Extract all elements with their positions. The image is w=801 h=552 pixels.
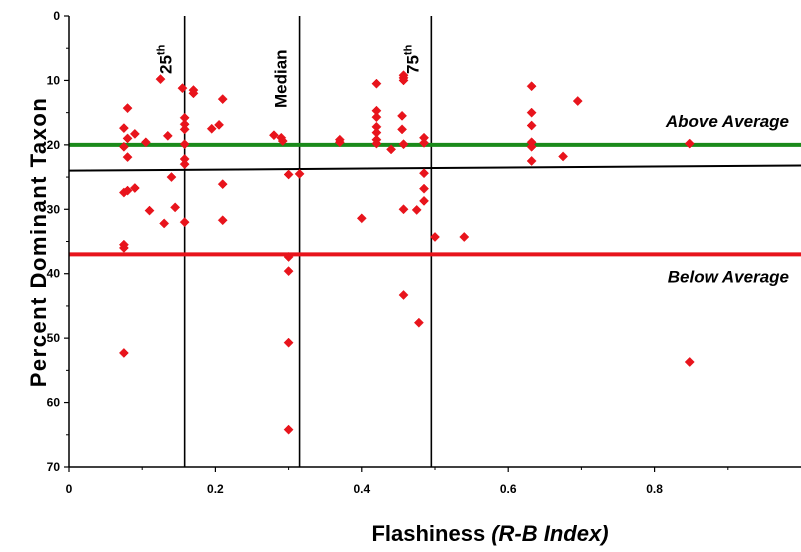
percentile-label-text: Median <box>272 49 291 108</box>
data-point <box>177 83 188 94</box>
data-point <box>140 137 151 148</box>
data-point <box>526 141 537 152</box>
data-point <box>684 138 695 149</box>
data-point <box>430 232 440 242</box>
data-point <box>398 139 409 150</box>
data-point <box>277 136 288 146</box>
data-point <box>122 152 133 163</box>
x-axis-title-italic: (R-B Index) <box>491 521 608 546</box>
data-point <box>217 179 228 190</box>
below-average-label: Below Average <box>668 267 789 286</box>
y-tick-label: 60 <box>47 396 61 410</box>
data-point <box>206 123 217 134</box>
data-point <box>526 120 537 131</box>
data-point <box>334 137 345 148</box>
y-tick-label: 10 <box>47 73 61 87</box>
data-point <box>122 103 133 114</box>
data-point <box>419 183 429 194</box>
data-point <box>179 217 190 228</box>
data-point <box>179 159 190 170</box>
data-point <box>419 168 429 179</box>
data-point <box>398 72 409 83</box>
percentile-label-text: 25 <box>157 55 176 74</box>
data-point <box>217 215 228 226</box>
data-points-layer <box>118 70 695 435</box>
data-point <box>283 424 294 435</box>
data-point <box>122 133 133 144</box>
data-point <box>162 130 173 141</box>
data-point <box>179 139 190 150</box>
data-point <box>398 204 409 215</box>
trend-line <box>68 164 801 172</box>
data-point <box>217 94 228 105</box>
data-point <box>269 130 279 141</box>
x-tick-label: 0.2 <box>207 482 224 496</box>
above-average-label: Above Average <box>665 112 789 131</box>
data-point <box>356 213 367 224</box>
data-point <box>371 112 382 123</box>
x-axis-title: Flashiness (R-B Index) <box>371 521 608 546</box>
data-point <box>166 172 177 183</box>
data-point <box>179 124 190 135</box>
x-tick-label: 0.4 <box>353 482 370 496</box>
data-point <box>371 138 382 149</box>
data-point <box>572 96 583 106</box>
data-point <box>170 202 181 213</box>
data-point <box>294 168 305 179</box>
data-point <box>283 337 294 348</box>
data-point <box>144 205 155 216</box>
data-point <box>386 144 397 155</box>
data-point <box>526 156 537 166</box>
data-point <box>419 195 429 206</box>
y-tick-label: 50 <box>47 331 61 345</box>
data-point <box>526 81 537 92</box>
data-point <box>129 183 140 193</box>
x-tick-label: 0.8 <box>646 482 663 496</box>
axes-layer: 0 10 20 30 40 50 60 70 0 0.2 0.4 0.6 0.8 <box>47 9 801 496</box>
data-point <box>371 78 382 89</box>
percentile-label-text: 75 <box>403 55 422 74</box>
data-point <box>118 123 129 134</box>
x-tick-label: 0.6 <box>500 482 517 496</box>
percentile-label: 75th <box>402 44 422 74</box>
y-tick-label: 0 <box>53 9 60 23</box>
percentile-label-sup: th <box>402 44 414 55</box>
data-point <box>684 357 695 367</box>
y-tick-label: 70 <box>47 460 61 474</box>
data-point <box>558 151 569 162</box>
data-point <box>214 119 225 130</box>
data-point <box>411 204 422 215</box>
data-point <box>283 169 294 180</box>
data-point <box>283 252 294 262</box>
percentile-label: 25th <box>156 44 176 74</box>
reference-lines-layer <box>68 16 801 467</box>
x-tick-label: 0 <box>66 482 73 496</box>
data-point <box>413 317 424 328</box>
data-point <box>188 88 199 99</box>
data-point <box>118 141 129 152</box>
data-point <box>397 124 408 135</box>
y-tick-label: 30 <box>47 202 61 216</box>
x-axis-title-main: Flashiness <box>371 521 485 546</box>
data-point <box>398 290 409 300</box>
data-point <box>122 185 133 196</box>
percentile-label-sup: th <box>156 44 168 55</box>
data-point <box>159 218 170 229</box>
data-point <box>129 128 140 139</box>
y-axis-title: Percent Dominant Taxon <box>26 97 51 388</box>
data-point <box>155 74 166 85</box>
data-point <box>419 137 429 148</box>
data-point <box>283 266 294 277</box>
data-point <box>459 232 470 242</box>
y-tick-label: 40 <box>47 267 61 281</box>
data-point <box>118 242 129 253</box>
y-tick-label: 20 <box>47 138 61 152</box>
percentile-label: Median <box>272 49 291 108</box>
data-point <box>397 110 408 121</box>
data-point <box>526 107 537 118</box>
data-point <box>118 348 129 358</box>
